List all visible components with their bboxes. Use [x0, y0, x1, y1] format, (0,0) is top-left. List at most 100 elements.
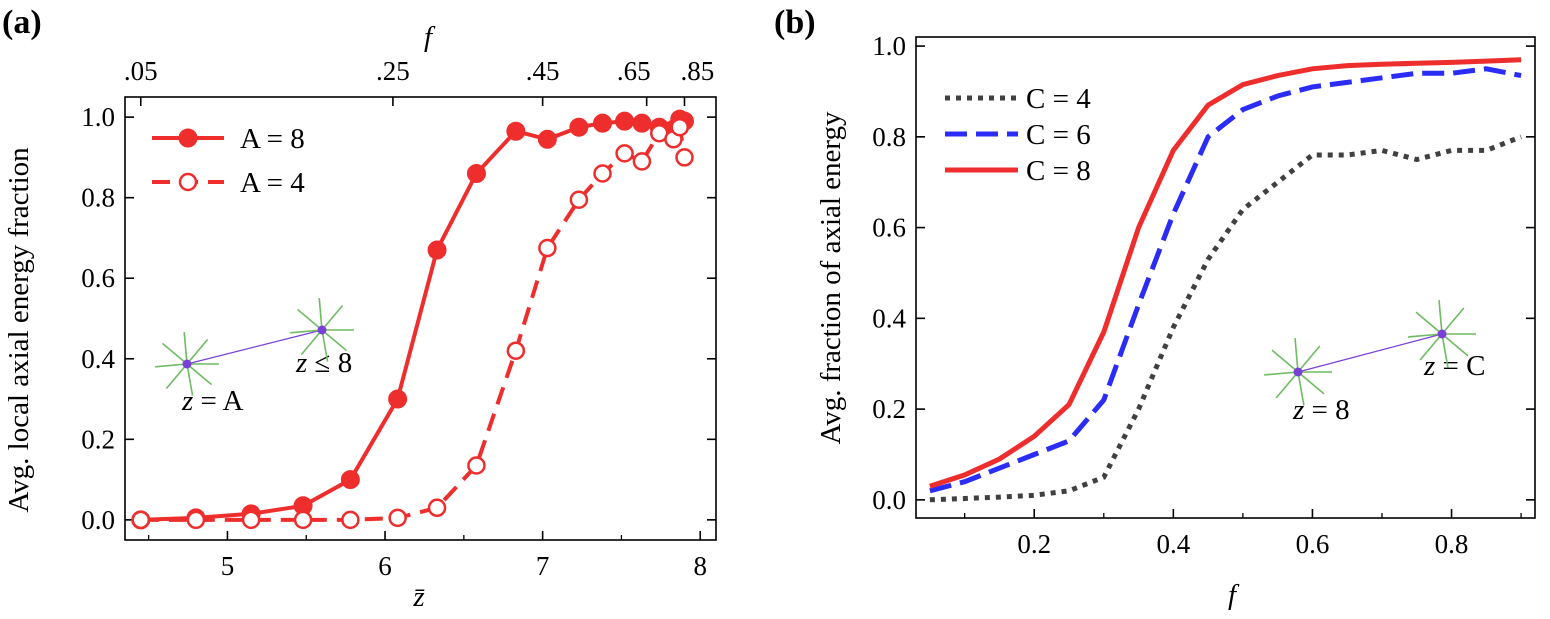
panel-a-point-1	[186, 510, 206, 530]
panel-a: (a) f .05 .25 .45 .65 .85 0.0 0.2 0.4 0.6 0.8 1.0…	[2, 4, 717, 613]
panel-a-point-0	[632, 113, 652, 133]
panel-b-inset-right-node-bond	[1408, 333, 1443, 338]
panel-a-point-1	[506, 341, 526, 360]
panel-b-ytick-label: 0.0	[872, 485, 906, 515]
panel-a-top-tick-label: .25	[376, 56, 410, 86]
panel-a-xtick-label: 7	[536, 551, 550, 581]
panel-b-ytick-label: 0.4	[872, 303, 906, 333]
panel-a-top-tick-label: .05	[124, 56, 158, 86]
panel-a-point-1	[615, 144, 634, 163]
panel-b-ytick-label: 1.0	[872, 31, 906, 61]
panel-a-xtick-label: 8	[693, 551, 707, 581]
panel-b-label: (b)	[774, 4, 816, 41]
panel-a-top-ticks: .05 .25 .45 .65 .85	[124, 56, 714, 106]
panel-b-plot-frame	[915, 36, 1536, 519]
panel-a-legend: A = 8 A = 4	[152, 123, 305, 199]
panel-b-series-line-2	[929, 57, 1522, 489]
panel-a-ytick-label: 0.2	[81, 424, 115, 454]
panel-a-ytick-label: 0.0	[81, 505, 115, 535]
panel-a-inset-left-node-bond	[165, 363, 188, 390]
panel-b-xtick-label: 0.8	[1435, 529, 1469, 559]
panel-a-inset-left-label: z = A	[181, 385, 244, 417]
panel-a-inset-left-node-bond	[183, 332, 188, 365]
panel-b-inset-right-label: z = C	[1423, 350, 1486, 382]
panel-b-inset-left-node-bond	[1297, 371, 1325, 395]
panel-a-inset-right-node-bond	[290, 329, 323, 334]
panel-a-point-1	[538, 238, 557, 258]
panel-a-point-0	[388, 389, 408, 409]
panel-b-inset-left-node-bond	[1297, 371, 1305, 406]
panel-a-label: (a)	[2, 4, 42, 41]
panel-b: (b) 0.0 0.2 0.4 0.6 0.8 1.0 0.2 0.4 0.6 0.8 C = 4…	[774, 4, 1536, 611]
panel-a-inset-right-node-bond	[296, 308, 323, 331]
panel-a-ytick-label: 0.6	[81, 263, 115, 293]
panel-a-ytick-label: 0.4	[81, 344, 115, 374]
panel-b-inset-left-label: z = 8	[1292, 394, 1350, 426]
panel-a-inset-left-node-bond	[186, 363, 213, 386]
panel-a-inset-diagram: z = A z ≤ 8	[155, 298, 354, 417]
panel-a-point-1	[675, 148, 694, 167]
panel-b-inset-left-node-bond	[1264, 371, 1299, 376]
panel-a-point-0	[537, 129, 557, 149]
panel-a-point-0	[466, 164, 486, 184]
panel-b-inset-left-node-bond	[1294, 338, 1299, 373]
panel-b-inset-right-rest: = C	[1435, 350, 1485, 382]
panel-a-inset-left-node-bond	[155, 363, 188, 368]
panel-a-inset-right-label: z ≤ 8	[295, 347, 352, 379]
panel-a-top-axis-title: f	[424, 21, 436, 53]
panel-b-ytick-label: 0.6	[872, 213, 906, 243]
panel-b-inset-right-node-bond	[1415, 311, 1443, 335]
panel-a-xtick-label: 5	[221, 551, 235, 581]
panel-a-point-1	[427, 498, 447, 518]
panel-a-legend-label: A = 8	[240, 123, 305, 155]
panel-b-inset-bond-link	[1297, 333, 1443, 373]
panel-a-point-1	[241, 510, 261, 530]
panel-a-inset-left-node-bond	[161, 342, 188, 365]
panel-a-point-1	[467, 456, 486, 475]
panel-b-inset-right-node-atom	[1437, 329, 1447, 339]
panel-a-ytick-label: 1.0	[81, 102, 115, 132]
panel-a-inset-right-node-atom	[317, 325, 327, 335]
panel-a-point-0	[506, 121, 526, 141]
panel-b-inset-diagram: z = 8 z = C	[1264, 300, 1486, 426]
panel-b-inset-left-var: z	[1292, 394, 1304, 426]
panel-a-x-axis-title: z̄	[412, 581, 425, 613]
panel-a-legend-marker	[178, 172, 198, 192]
panel-a-inset-left-node-atom	[182, 359, 192, 369]
panel-b-ytick-label: 0.2	[872, 394, 906, 424]
panel-b-inset-right-node-bond	[1438, 300, 1443, 335]
panel-b-y-axis-title: Avg. fraction of axial energy	[815, 111, 847, 445]
panel-a-point-0	[569, 117, 589, 137]
panel-a-y-axis-title: Avg. local axial energy fraction	[3, 147, 35, 513]
panel-b-ytick-label: 0.8	[872, 122, 906, 152]
panel-b-inset-left-node-bond	[1275, 371, 1299, 399]
panel-b-xtick-label: 0.4	[1156, 529, 1190, 559]
panel-a-point-0	[340, 470, 360, 490]
panel-a-inset-right-node-bond	[321, 329, 329, 362]
panel-b-inset-left-node-bond	[1271, 349, 1299, 373]
panel-a-series-line-1	[140, 120, 687, 522]
panel-a-point-0	[427, 240, 447, 260]
panel-a-inset-right-node-bond	[318, 298, 323, 331]
panel-a-series	[131, 109, 694, 530]
panel-a-top-tick-label: .65	[617, 56, 651, 86]
panel-a-point-1	[341, 510, 360, 530]
panel-a-point-1	[131, 510, 151, 530]
panel-b-xtick-label: 0.6	[1296, 529, 1330, 559]
panel-a-point-0	[615, 111, 635, 131]
panel-a-xtick-label: 6	[378, 551, 392, 581]
panel-a-inset-right-var: z	[295, 347, 307, 379]
panel-a-point-0	[593, 113, 613, 133]
panel-a-inset-right-node-bond	[300, 329, 323, 356]
panel-a-point-1	[388, 508, 407, 528]
panel-a-point-1	[670, 117, 690, 137]
panel-b-legend-label: C = 4	[1026, 83, 1091, 115]
panel-a-inset-right-node-bond	[321, 329, 348, 352]
panel-a-inset-left-node-bond	[186, 338, 209, 365]
panel-a-point-1	[593, 164, 612, 183]
panel-b-inset-left-node-bond	[1297, 345, 1321, 373]
panel-a-ticks: 0.0 0.2 0.4 0.6 0.8 1.0 5 6 7 8	[81, 102, 716, 581]
panel-b-legend-label: C = 6	[1026, 119, 1091, 151]
panel-a-inset-left-node-bond	[186, 363, 194, 396]
